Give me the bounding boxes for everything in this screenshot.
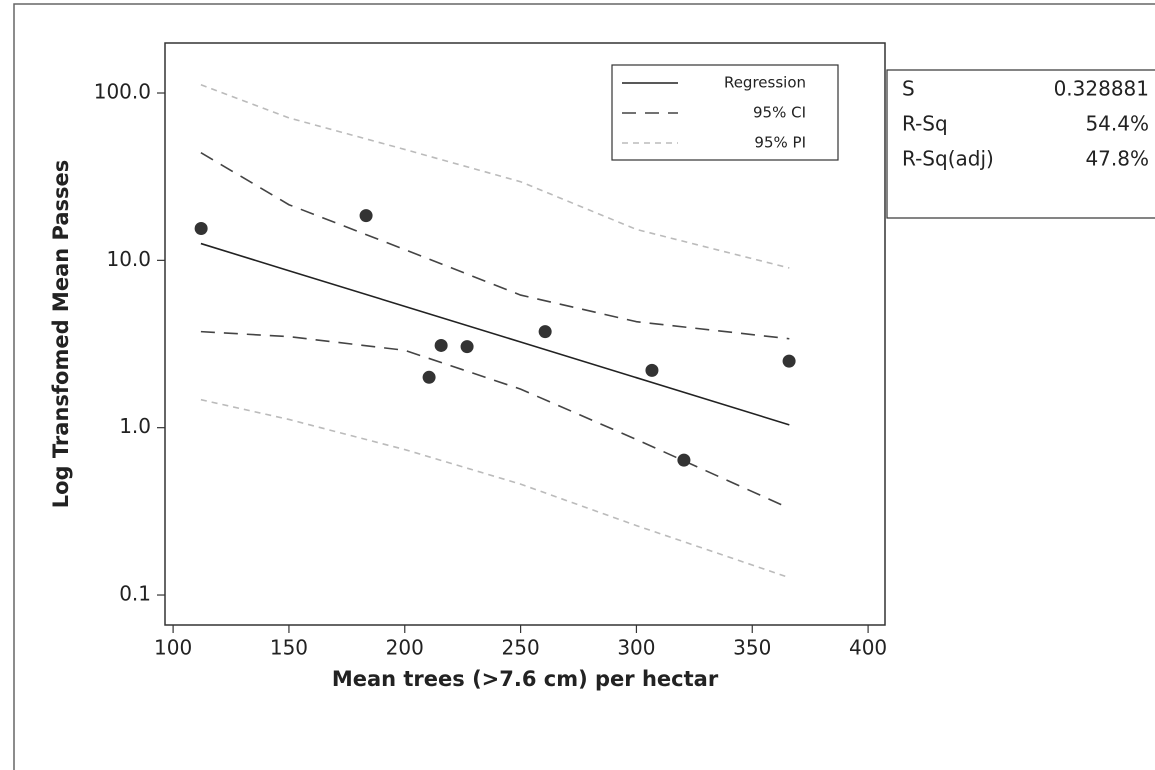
stat-label: R-Sq(adj) xyxy=(902,147,994,171)
page-frame xyxy=(13,3,1155,770)
data-point xyxy=(645,363,659,377)
data-point xyxy=(359,209,373,223)
stat-label: R-Sq xyxy=(902,112,948,136)
legend-label: Regression xyxy=(724,74,806,92)
fit-line xyxy=(200,151,790,340)
stat-value: 47.8% xyxy=(1085,147,1149,171)
legend-label: 95% PI xyxy=(754,134,806,152)
fit-line xyxy=(200,330,790,509)
data-point xyxy=(194,221,208,235)
y-axis-title: Log Transfomed Mean Passes xyxy=(49,160,73,509)
y-tick-label: 1.0 xyxy=(119,414,151,438)
x-tick-label: 300 xyxy=(617,636,655,660)
fit-line xyxy=(200,242,790,426)
x-axis-title: Mean trees (>7.6 cm) per hectar xyxy=(332,667,719,691)
x-tick-label: 400 xyxy=(849,636,887,660)
data-point xyxy=(460,340,474,354)
stat-label: S xyxy=(902,77,915,101)
x-tick-label: 150 xyxy=(270,636,308,660)
data-point xyxy=(434,338,448,352)
data-point xyxy=(677,453,691,467)
x-tick-label: 350 xyxy=(733,636,771,660)
data-point xyxy=(782,354,796,368)
data-point xyxy=(422,370,436,384)
x-tick-label: 100 xyxy=(154,636,192,660)
stats-box xyxy=(886,69,1155,219)
x-tick-label: 200 xyxy=(386,636,424,660)
y-tick-label: 100.0 xyxy=(94,80,151,104)
x-tick-label: 250 xyxy=(502,636,540,660)
fit-line xyxy=(200,398,790,579)
data-point xyxy=(538,325,552,339)
legend-label: 95% CI xyxy=(753,104,806,122)
fit-line xyxy=(200,84,790,269)
stat-value: 54.4% xyxy=(1085,112,1149,136)
y-tick-label: 10.0 xyxy=(106,247,151,271)
plot-frame xyxy=(164,42,886,626)
stat-value: 0.328881 xyxy=(1054,77,1149,101)
y-tick-label: 0.1 xyxy=(119,582,151,606)
